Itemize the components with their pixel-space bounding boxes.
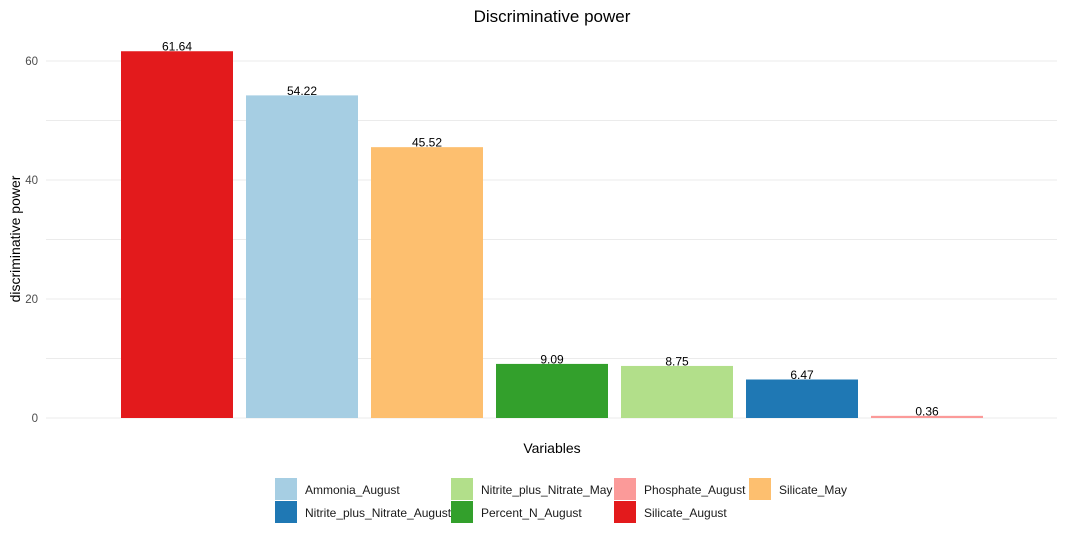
legend-item: Silicate_August bbox=[614, 501, 727, 523]
data-label: 61.64 bbox=[162, 40, 192, 54]
y-axis-title: discriminative power bbox=[7, 175, 23, 302]
legend-label: Silicate_May bbox=[779, 483, 847, 497]
data-label: 54.22 bbox=[287, 84, 317, 98]
legend-label: Ammonia_August bbox=[305, 483, 400, 497]
legend-swatch bbox=[614, 478, 636, 500]
legend-item: Nitrite_plus_Nitrate_August bbox=[275, 501, 452, 523]
bar-silicate-may bbox=[371, 147, 483, 418]
legend-label: Percent_N_August bbox=[481, 506, 582, 520]
bar-percent-n-august bbox=[496, 363, 608, 418]
legend-swatch bbox=[275, 478, 297, 500]
data-label: 0.36 bbox=[915, 404, 939, 418]
bar-nitrite-plus-nitrate-august bbox=[746, 379, 858, 418]
bar-silicate-august bbox=[121, 51, 233, 418]
legend-item: Percent_N_August bbox=[451, 501, 582, 523]
legend-label: Silicate_August bbox=[644, 506, 727, 520]
legend-item: Nitrite_plus_Nitrate_May bbox=[451, 478, 612, 500]
legend-swatch bbox=[451, 478, 473, 500]
data-label: 9.09 bbox=[540, 352, 564, 366]
y-tick-label: 60 bbox=[25, 56, 38, 68]
data-label: 6.47 bbox=[790, 368, 814, 382]
legend-swatch bbox=[275, 501, 297, 523]
y-axis-ticks: 0 20 40 60 bbox=[25, 56, 38, 425]
legend-swatch bbox=[749, 478, 771, 500]
legend-item: Ammonia_August bbox=[275, 478, 400, 500]
chart-title: Discriminative power bbox=[474, 7, 631, 26]
legend-swatch bbox=[614, 501, 636, 523]
legend-item: Phosphate_August bbox=[614, 478, 746, 500]
y-tick-label: 0 bbox=[32, 413, 38, 425]
bar-phosphate-august bbox=[871, 415, 983, 418]
data-labels: 61.64 54.22 45.52 9.09 8.75 6.47 0.36 bbox=[162, 40, 939, 419]
legend-swatch bbox=[451, 501, 473, 523]
x-axis-title: Variables bbox=[523, 440, 580, 456]
legend: Ammonia_August Nitrite_plus_Nitrate_May Ph… bbox=[275, 478, 847, 523]
legend-label: Nitrite_plus_Nitrate_May bbox=[481, 483, 612, 497]
data-label: 8.75 bbox=[665, 354, 689, 368]
bar-ammonia-august bbox=[246, 95, 358, 419]
legend-item: Silicate_May bbox=[749, 478, 847, 500]
data-label: 45.52 bbox=[412, 136, 442, 150]
bars bbox=[121, 51, 983, 419]
y-tick-label: 20 bbox=[25, 294, 38, 306]
y-tick-label: 40 bbox=[25, 175, 38, 187]
bar-nitrite-plus-nitrate-may bbox=[621, 365, 733, 418]
legend-label: Phosphate_August bbox=[644, 483, 746, 497]
legend-label: Nitrite_plus_Nitrate_August bbox=[305, 506, 452, 520]
